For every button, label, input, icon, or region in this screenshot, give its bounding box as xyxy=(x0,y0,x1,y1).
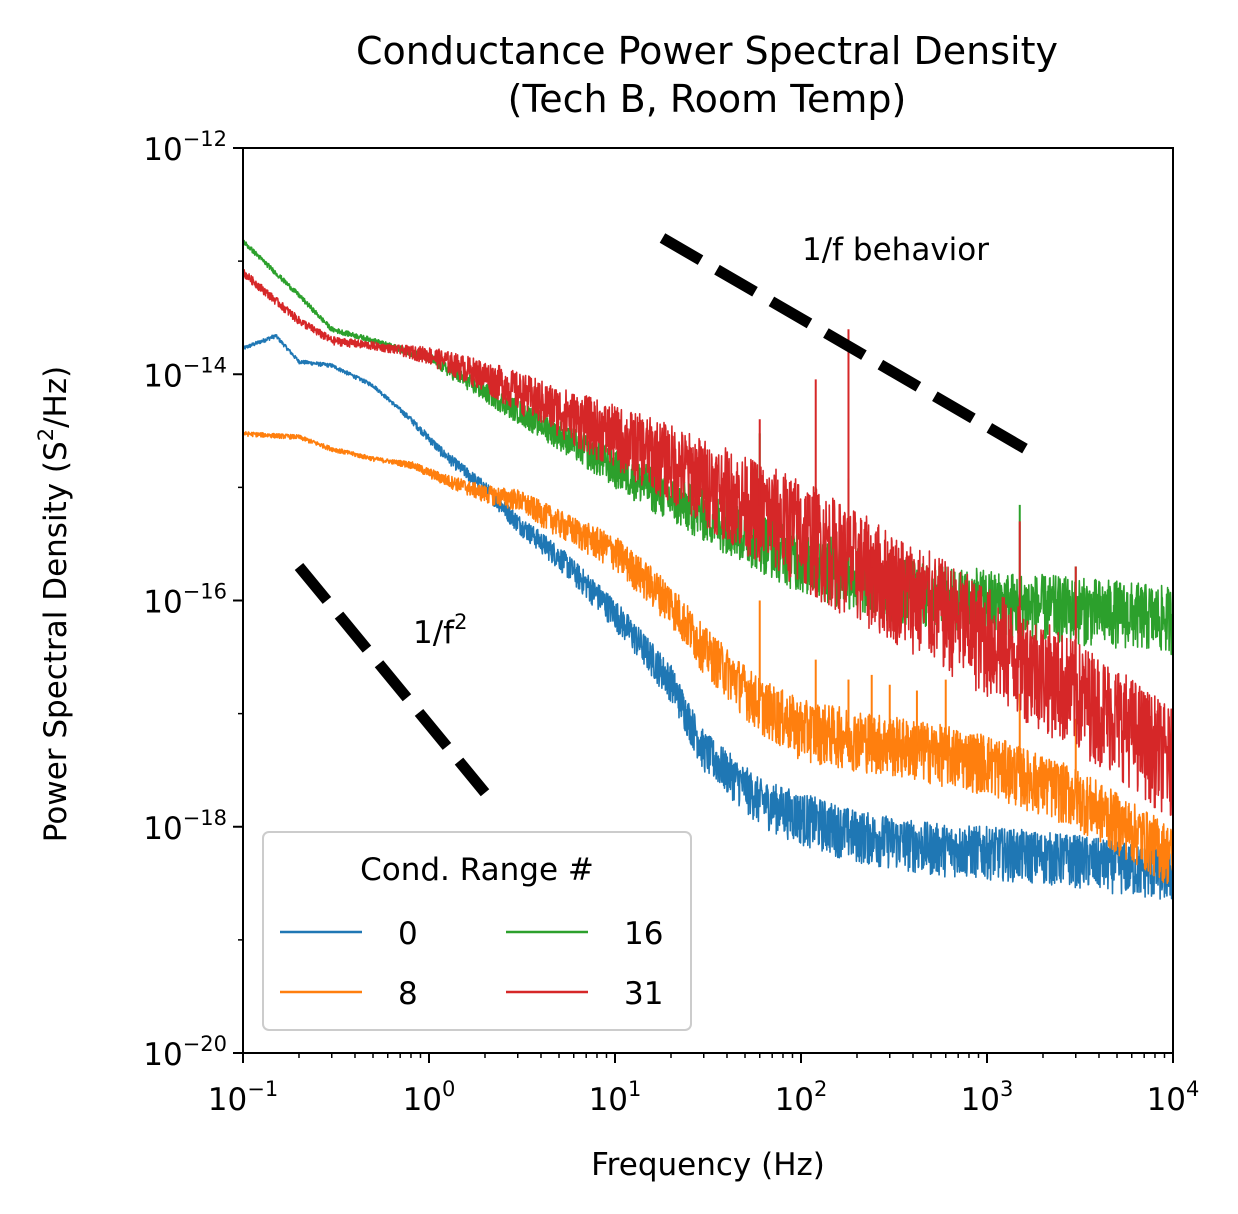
guide-line-1-over-f2 xyxy=(294,562,490,797)
chart-title: Conductance Power Spectral Density xyxy=(356,29,1058,73)
y-tick-label: 10−14 xyxy=(143,353,227,394)
y-tick-label: 10−18 xyxy=(143,806,227,847)
one-over-f-label: 1/f behavior xyxy=(802,232,989,268)
x-tick-label: 100 xyxy=(403,1077,456,1118)
legend-label-0: 0 xyxy=(398,916,418,952)
x-axis-label: Frequency (Hz) xyxy=(591,1147,825,1183)
guide-line-1-over-f xyxy=(659,233,1028,454)
chart-subtitle: (Tech B, Room Temp) xyxy=(508,77,907,121)
y-axis-label-tail: /Hz) xyxy=(38,366,74,428)
series-layer xyxy=(243,239,1173,900)
x-tick-label: 101 xyxy=(589,1077,642,1118)
series-line-31 xyxy=(243,269,1173,822)
series-line-16 xyxy=(243,239,1173,656)
guide-layer xyxy=(294,233,1028,797)
one-over-f2-label-sup: 2 xyxy=(454,610,467,634)
series-line-8 xyxy=(243,431,1173,884)
y-tick-label: 10−12 xyxy=(143,127,227,168)
legend-box xyxy=(262,831,692,1031)
y-axis-label-main: Power Spectral Density (S xyxy=(38,441,74,842)
legend-title: Cond. Range # xyxy=(360,852,594,888)
series-line-0 xyxy=(243,334,1173,900)
y-tick-label: 10−20 xyxy=(143,1032,227,1073)
one-over-f2-label: 1/f2 xyxy=(413,610,467,651)
one-over-f2-label-main: 1/f xyxy=(413,615,455,651)
x-tick-label: 102 xyxy=(775,1077,828,1118)
legend-label-8: 8 xyxy=(398,976,418,1012)
x-tick-label: 103 xyxy=(961,1077,1014,1118)
tick-layer: 10−1 100 101 102 103 104 10−20 10−18 10−16 10−14 1… xyxy=(143,127,1199,1118)
legend: Cond. Range # 0 8 16 31 xyxy=(262,831,692,1031)
x-tick-label: 104 xyxy=(1147,1077,1200,1118)
y-tick-label: 10−16 xyxy=(143,580,227,621)
y-axis-label-sup: 2 xyxy=(34,428,58,441)
legend-label-31: 31 xyxy=(624,976,663,1012)
legend-label-16: 16 xyxy=(624,916,663,952)
y-axis-label: Power Spectral Density (S2/Hz) xyxy=(34,366,74,842)
x-tick-label: 10−1 xyxy=(208,1077,278,1118)
